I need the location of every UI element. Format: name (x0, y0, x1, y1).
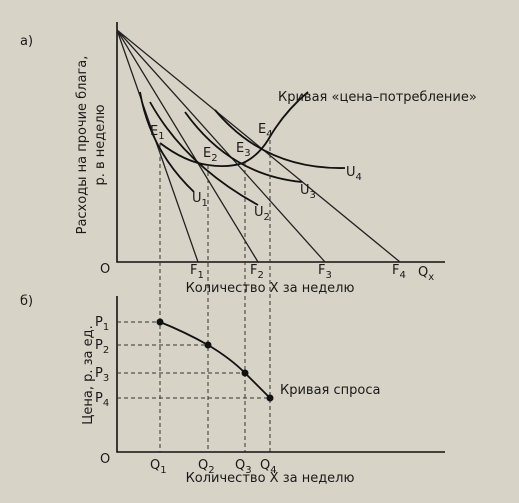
label-base: P (95, 315, 103, 330)
indifference-label: U4 (346, 165, 362, 183)
label-base: Q (198, 458, 208, 473)
label-sub: 1 (202, 198, 208, 209)
label-base: P (95, 391, 103, 406)
label-base: U (192, 191, 202, 206)
quantity-label: Q4 (260, 458, 277, 476)
curve-label: Кривая «цена–потребление» (278, 90, 477, 105)
axes-b (116, 296, 445, 453)
indifference-label: U3 (300, 183, 316, 201)
label-sub: 4 (399, 270, 405, 281)
label-sub: 2 (208, 465, 214, 476)
panel-tag: а) (20, 34, 33, 49)
origin: O (100, 262, 110, 277)
point (266, 394, 274, 402)
price-consumption-curve (159, 91, 309, 168)
point (156, 318, 164, 326)
axes-a (116, 22, 445, 263)
label-sub: 3 (245, 465, 251, 476)
y-axis-label: Цена, р. за ед. (81, 325, 96, 424)
equilibrium-label: E4 (258, 122, 273, 140)
label-base: F (190, 263, 197, 278)
point (204, 341, 212, 349)
indifference-label: U1 (192, 191, 208, 209)
y-axis-label: р. в неделю (93, 104, 108, 185)
demand-curve (159, 321, 271, 399)
label-base: P (95, 366, 103, 381)
label-sub: 2 (257, 270, 263, 281)
label-base: Q (235, 458, 245, 473)
label-sub: 2 (103, 345, 109, 356)
label-base: F (318, 263, 325, 278)
label-sub: 1 (160, 465, 166, 476)
label-base: U (300, 183, 310, 198)
label-base: Q (150, 458, 160, 473)
label-sub: 2 (264, 212, 270, 223)
label-sub: 3 (310, 190, 316, 201)
origin: O (100, 452, 110, 467)
label-sub: 2 (211, 153, 217, 164)
label-base: P (95, 338, 103, 353)
label-base: U (346, 165, 356, 180)
label-sub: 4 (266, 129, 272, 140)
label-sub: 1 (197, 270, 203, 281)
curve-label: Кривая спроса (280, 383, 380, 398)
projection-lines (159, 140, 271, 452)
label-sub: x (428, 272, 434, 283)
label-sub: 4 (356, 172, 362, 183)
label-base: E (258, 122, 266, 137)
label-base: Q (260, 458, 270, 473)
indifference-curves (139, 91, 346, 206)
quantity-label: Q2 (198, 458, 215, 476)
label-base: Q (418, 265, 428, 280)
panel-tag: б) (20, 294, 33, 309)
label-sub: 4 (270, 465, 276, 476)
price-label: P1 (95, 315, 109, 333)
price-label: P2 (95, 338, 109, 356)
quantity-label: Q1 (150, 458, 167, 476)
label-base: E (236, 141, 244, 156)
label-base: E (203, 146, 211, 161)
label-sub: 1 (103, 322, 109, 333)
indifference-label: U2 (254, 205, 270, 223)
price-lines (117, 321, 270, 399)
label-base: F (250, 263, 257, 278)
budget-end-label: F3 (318, 263, 332, 281)
budget-end-label: F1 (190, 263, 204, 281)
x-axis-label: Количество X за неделю (186, 471, 355, 486)
label-base: E (150, 124, 158, 139)
x-axis-label: Количество X за неделю (186, 281, 355, 296)
label-base: U (254, 205, 264, 220)
price-label: P4 (95, 391, 109, 409)
y-axis-label: Расходы на прочие блага, (75, 56, 90, 235)
label-sub: 3 (244, 148, 250, 159)
quantity-label: Q3 (235, 458, 252, 476)
demand-points (156, 318, 274, 402)
equilibrium-label: E1 (150, 124, 165, 142)
label-base: F (392, 263, 399, 278)
equilibrium-label: E3 (236, 141, 251, 159)
price-label: P3 (95, 366, 109, 384)
x-symbol: Qx (418, 265, 434, 283)
label-sub: 1 (158, 131, 164, 142)
equilibrium-label: E2 (203, 146, 218, 164)
label-sub: 3 (325, 270, 331, 281)
budget-end-label: F2 (250, 263, 264, 281)
point (241, 369, 249, 377)
label-sub: 4 (103, 398, 109, 409)
budget-end-label: F4 (392, 263, 406, 281)
label-sub: 3 (103, 373, 109, 384)
